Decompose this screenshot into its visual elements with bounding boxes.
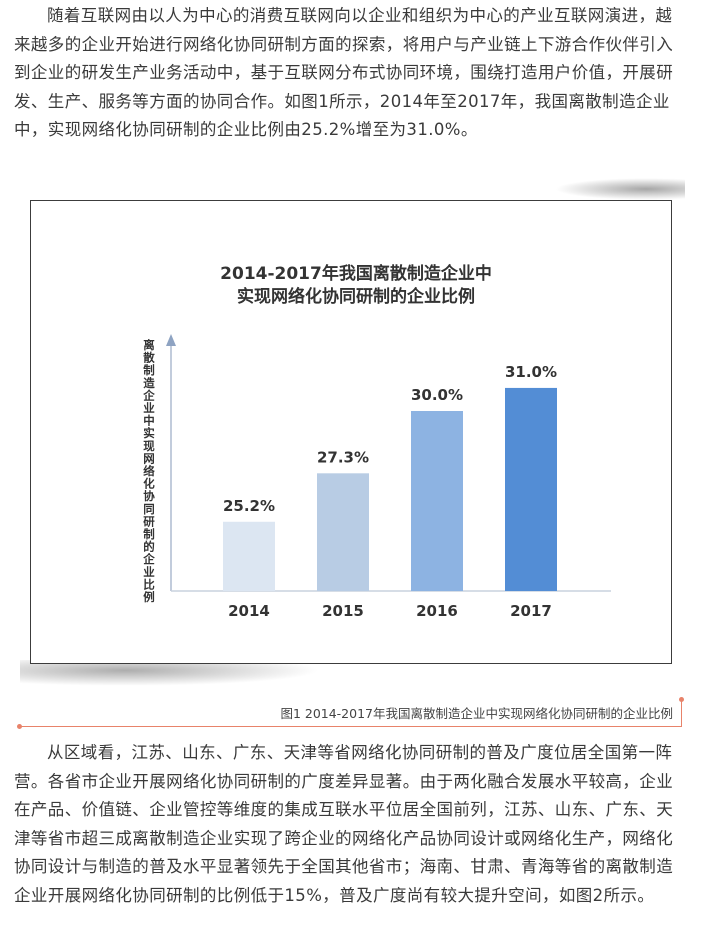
x-tick-label-2015: 2015 bbox=[322, 602, 364, 620]
y-axis-label-char: 企 bbox=[142, 388, 155, 402]
y-axis-label-char: 散 bbox=[143, 351, 155, 365]
y-axis-label-char: 实 bbox=[143, 426, 155, 440]
value-label-2015: 27.3% bbox=[317, 448, 369, 466]
caption-divider bbox=[19, 726, 682, 727]
y-axis-label-char: 的 bbox=[143, 540, 155, 554]
bar-2015 bbox=[317, 473, 369, 591]
y-axis-label-char: 离 bbox=[143, 338, 155, 352]
bar-2017 bbox=[505, 387, 557, 591]
value-label-2014: 25.2% bbox=[223, 497, 275, 515]
frame-shadow-top bbox=[555, 178, 685, 200]
y-axis-label-char: 中 bbox=[143, 414, 155, 428]
value-label-2016: 30.0% bbox=[411, 386, 463, 404]
x-tick-label-2016: 2016 bbox=[416, 602, 458, 620]
y-axis-label-char: 制 bbox=[143, 363, 155, 377]
bar-2014 bbox=[223, 521, 275, 591]
y-axis-label-char: 同 bbox=[143, 502, 155, 516]
caption-dot-left bbox=[17, 724, 22, 729]
y-axis-label-char: 比 bbox=[143, 577, 155, 591]
article-paragraph-2: 从区域看，江苏、山东、广东、天津等省网络化协同研制的普及广度位居全国第一阵营。各… bbox=[14, 743, 674, 905]
y-axis-label-char: 研 bbox=[143, 514, 155, 528]
chart-title-line-1: 2014-2017年我国离散制造企业中 bbox=[220, 263, 492, 284]
article-paragraph-1: 随着互联网由以人为中心的消费互联网向以企业和组织为中心的产业互联网演进，越来越多… bbox=[14, 6, 674, 139]
y-axis-arrow-icon bbox=[166, 334, 176, 346]
x-tick-label-2017: 2017 bbox=[510, 602, 552, 620]
x-tick-label-2014: 2014 bbox=[228, 602, 270, 620]
chart-frame: 2014-2017年我国离散制造企业中 实现网络化协同研制的企业比例 离散制造企… bbox=[30, 200, 672, 664]
y-axis-label-char: 企 bbox=[142, 552, 155, 566]
chart-title-line-2: 实现网络化协同研制的企业比例 bbox=[237, 286, 475, 307]
y-axis-label-char: 络 bbox=[143, 464, 155, 478]
y-axis-label-char: 化 bbox=[143, 477, 155, 491]
frame-shadow-bottom bbox=[20, 660, 320, 686]
y-axis-label-char: 业 bbox=[143, 565, 155, 579]
bar-2016 bbox=[411, 411, 463, 591]
bars: 25.2% 2014 27.3% 2015 30.0% 2016 31.0% 2017 bbox=[223, 363, 557, 620]
y-axis-label-char: 现 bbox=[143, 439, 155, 453]
value-label-2017: 31.0% bbox=[505, 363, 557, 381]
figure-caption: 图1 2014-2017年我国离散制造企业中实现网络化协同研制的企业比例 bbox=[280, 706, 673, 721]
y-axis-label-char: 例 bbox=[143, 590, 155, 604]
y-axis-label: 离散制造企业中实现网络化协同研制的企业比例 bbox=[142, 338, 155, 604]
bar-chart: 2014-2017年我国离散制造企业中 实现网络化协同研制的企业比例 离散制造企… bbox=[142, 263, 611, 620]
y-axis-label-char: 网 bbox=[143, 451, 155, 465]
caption-dot-right bbox=[679, 697, 684, 702]
y-axis-label-char: 业 bbox=[143, 401, 155, 415]
y-axis-label-char: 造 bbox=[143, 376, 155, 390]
y-axis-label-char: 制 bbox=[143, 527, 155, 541]
caption-divider-vertical bbox=[681, 700, 682, 726]
y-axis-label-char: 协 bbox=[143, 489, 155, 503]
